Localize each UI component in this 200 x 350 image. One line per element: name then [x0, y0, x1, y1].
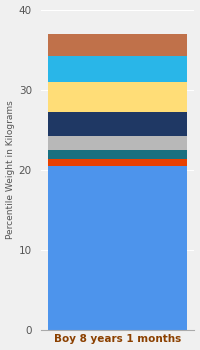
- Bar: [48, 82, 187, 112]
- Bar: [48, 159, 187, 166]
- Bar: [48, 34, 187, 56]
- Bar: [48, 136, 187, 150]
- Bar: [48, 166, 187, 330]
- Y-axis label: Percentile Weight in Kilograms: Percentile Weight in Kilograms: [6, 100, 15, 239]
- Bar: [48, 56, 187, 82]
- Bar: [48, 112, 187, 136]
- Bar: [48, 150, 187, 159]
